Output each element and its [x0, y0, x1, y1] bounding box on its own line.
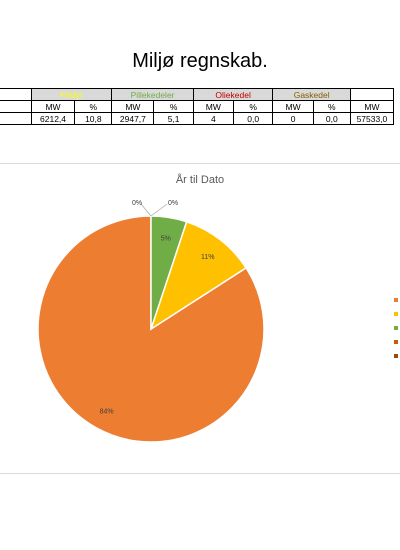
table-unit-cell: %: [153, 100, 194, 113]
legend-marker: [394, 354, 398, 358]
pie-leader-line: [140, 203, 152, 217]
pie-data-label: 5%: [161, 236, 171, 243]
table-value-cell: 0,0: [312, 112, 351, 125]
legend-marker: [394, 298, 398, 302]
pie-data-label: 0%: [132, 200, 142, 207]
energy-summary-table: Flisfyr Pillekedeler Oliekedel Gaskedel …: [0, 88, 395, 125]
table-group-gaskedel: Gaskedel: [272, 88, 351, 101]
pie-data-label: 11%: [201, 254, 215, 261]
table-group-cell-blank-right: [349, 88, 395, 101]
pie-leader-line: [150, 203, 168, 217]
legend-marker: [394, 326, 398, 330]
legend-marker: [394, 312, 398, 316]
table-value-cell: 5,1: [153, 112, 194, 125]
table-value-cell: 57533,0: [349, 112, 395, 125]
legend-marker: [394, 340, 398, 344]
pie-data-label: 0%: [168, 200, 178, 207]
table-group-oliekedel: Oliekedel: [192, 88, 274, 101]
pie-data-label: 84%: [100, 408, 114, 415]
pie-slice: [149, 220, 248, 331]
page-title: Miljø regnskab.: [132, 50, 268, 72]
table-value-row: 6212,4 10,8 2947,7 5,1 4 0,0 0 0,0 57533…: [0, 112, 395, 125]
chart-title: År til Dato: [175, 174, 225, 186]
table-group-header-row: Flisfyr Pillekedeler Oliekedel Gaskedel: [0, 88, 395, 101]
table-value-cell: 0: [272, 112, 314, 125]
table-value-cell: 0,0: [232, 112, 274, 125]
table-value-cell: 4: [192, 112, 234, 125]
chart-area: [0, 163, 400, 474]
